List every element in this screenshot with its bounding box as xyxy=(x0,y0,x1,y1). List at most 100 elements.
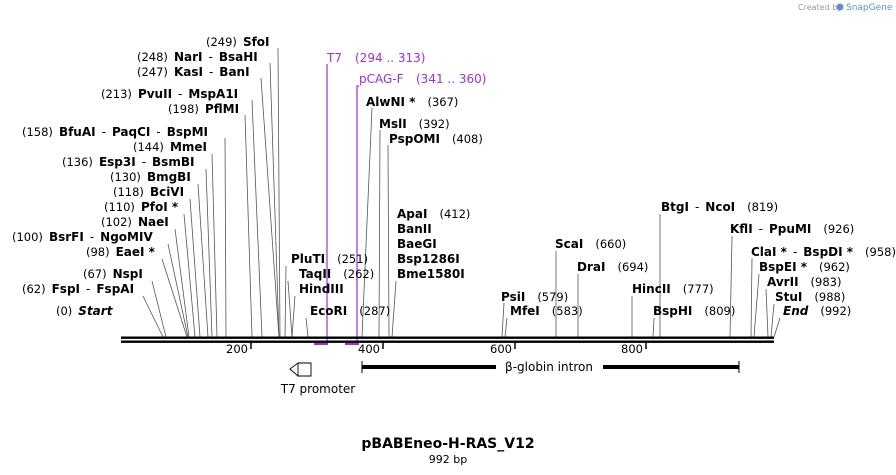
cut-position: (367) xyxy=(427,95,458,109)
snapgene-credit[interactable]: Created by SnapGene xyxy=(798,3,893,13)
enzyme-label-pvuii[interactable]: (213) PvuII - MspA1I xyxy=(101,87,238,101)
feature-intron-label: β-globin intron xyxy=(505,360,593,374)
cut-position: (962) xyxy=(819,260,850,274)
cut-position: (958) xyxy=(865,245,896,259)
enzyme-label-psii[interactable]: PsiI (579) xyxy=(501,290,568,304)
enzyme-label-hincii[interactable]: HincII (777) xyxy=(632,282,714,296)
enzyme-label-start[interactable]: (0) Start xyxy=(56,304,114,318)
enzyme-label-ecori[interactable]: EcoRI (287) xyxy=(310,304,390,318)
cut-position: (110) xyxy=(104,200,135,214)
enzyme-label-mmei[interactable]: (144) MmeI xyxy=(133,140,207,154)
enzyme-label-pspomi[interactable]: PspOMI (408) xyxy=(389,132,483,146)
enzyme-name: ClaI * xyxy=(751,245,788,259)
enzyme-name: BspEI * xyxy=(759,260,808,274)
enzyme-label-banii[interactable]: BanII xyxy=(397,222,432,236)
leader-eaei xyxy=(161,258,188,338)
leader-hindiii xyxy=(291,295,296,338)
enzyme-label-bsrfi[interactable]: (100) BsrFI - NgoMIV xyxy=(12,230,153,244)
leader-kasi xyxy=(260,77,280,338)
enzyme-label-mfei[interactable]: MfeI (583) xyxy=(510,304,583,318)
enzyme-label-drai[interactable]: DraI (694) xyxy=(577,260,648,274)
enzyme-label-apai[interactable]: ApaI (412) xyxy=(397,207,470,221)
enzyme-label-baegi[interactable]: BaeGI xyxy=(397,237,437,251)
enzyme-label-bspei[interactable]: BspEI * (962) xyxy=(759,260,850,274)
enzyme-label-alwni[interactable]: AlwNI * (367) xyxy=(366,95,458,109)
enzyme-label-naei[interactable]: (102) NaeI xyxy=(101,215,169,229)
leader-pspomi xyxy=(387,144,390,338)
ruler-label-800: 800 xyxy=(621,342,643,356)
cut-position: (118) xyxy=(113,185,144,199)
enzyme-name: AlwNI * xyxy=(366,95,416,109)
cut-position: (67) xyxy=(83,267,107,281)
leader-psii xyxy=(501,302,505,338)
enzyme-name: PvuII xyxy=(138,87,172,101)
enzyme-name: MmeI xyxy=(170,140,207,154)
enzyme-name: BanI xyxy=(219,65,249,79)
enzyme-label-esp3i[interactable]: (136) Esp3I - BsmBI xyxy=(62,155,194,169)
enzyme-label-scai[interactable]: ScaI (660) xyxy=(555,237,626,251)
enzyme-label-bme1580i[interactable]: Bme1580I xyxy=(397,267,465,281)
leader-bfuai xyxy=(224,137,227,338)
enzyme-label-end[interactable]: End (992) xyxy=(783,304,851,318)
leader-ecori xyxy=(305,317,309,338)
name-separator: - xyxy=(90,230,94,244)
enzyme-label-bcivi[interactable]: (118) BciVI xyxy=(113,185,184,199)
enzyme-name: NgoMIV xyxy=(100,230,153,244)
enzyme-label-hindiii[interactable]: HindIII xyxy=(299,282,344,296)
enzyme-label-bsphi[interactable]: BspHI (809) xyxy=(653,304,735,318)
cut-position: (583) xyxy=(552,304,583,318)
primer-pcag-f[interactable]: pCAG-F (341 .. 360) xyxy=(345,72,486,345)
enzyme-label-clai[interactable]: ClaI * - BspDI * (958) xyxy=(751,245,896,259)
primer-pcag-f-name: pCAG-F xyxy=(359,72,404,86)
enzyme-label-sfoi[interactable]: (249) SfoI xyxy=(206,35,270,49)
enzyme-label-btgi[interactable]: BtgI - NcoI (819) xyxy=(661,200,778,214)
leader-mmei xyxy=(211,153,218,338)
leader-alwni xyxy=(361,107,373,338)
enzyme-label-pflmi[interactable]: (198) PflMI xyxy=(168,102,239,116)
enzyme-label-nspi[interactable]: (67) NspI xyxy=(83,267,143,281)
enzyme-label-bmgbi[interactable]: (130) BmgBI xyxy=(110,170,191,184)
enzyme-name: NspI xyxy=(113,267,143,281)
name-separator: - xyxy=(208,50,212,64)
enzyme-name: PflMI xyxy=(205,102,239,116)
enzyme-labels: (249) SfoI(248) NarI - BsaHI(247) KasI - BanI (2… xyxy=(12,35,896,318)
leader-msli xyxy=(378,129,381,338)
enzyme-label-msli[interactable]: MslI (392) xyxy=(379,117,450,131)
enzyme-name: Bsp1286I xyxy=(397,252,460,266)
leader-sfoi xyxy=(277,47,281,338)
name-separator: - xyxy=(209,65,213,79)
enzyme-label-bsp1286i[interactable]: Bsp1286I xyxy=(397,252,460,266)
enzyme-name: BspHI xyxy=(653,304,692,318)
enzyme-name: Esp3I xyxy=(99,155,136,169)
enzyme-label-fspi[interactable]: (62) FspI - FspAI xyxy=(22,282,134,296)
enzyme-label-kfli[interactable]: KflI - PpuMI (926) xyxy=(730,222,854,236)
enzyme-name: PspOMI xyxy=(389,132,440,146)
enzyme-name: Bme1580I xyxy=(397,267,465,281)
enzyme-label-stui[interactable]: StuI (988) xyxy=(775,290,845,304)
enzyme-label-taqii[interactable]: TaqII (262) xyxy=(299,267,374,281)
leader-bsrfi xyxy=(167,243,189,338)
enzyme-label-pluti[interactable]: PluTI (251) xyxy=(291,252,368,266)
primer-t7[interactable]: T7 (294 .. 313) xyxy=(314,51,425,345)
feature-beta-globin-intron[interactable]: β-globin intron xyxy=(361,360,740,374)
enzyme-label-eaei[interactable]: (98) EaeI * xyxy=(86,245,156,259)
credit-text: Created by xyxy=(798,3,842,12)
cut-position: (777) xyxy=(683,282,714,296)
enzyme-name: BtgI xyxy=(661,200,689,214)
snapgene-logo-icon xyxy=(836,3,844,11)
cut-position: (144) xyxy=(133,140,164,154)
enzyme-name: NaeI xyxy=(138,215,169,229)
enzyme-label-nari[interactable]: (248) NarI - BsaHI xyxy=(137,50,258,64)
feature-t7-promoter[interactable]: T7 promoter xyxy=(280,362,356,396)
enzyme-name: BsaHI xyxy=(219,50,258,64)
enzyme-label-avrii[interactable]: AvrII (983) xyxy=(767,275,841,289)
enzyme-name: FspI xyxy=(52,282,80,296)
cut-position: (130) xyxy=(110,170,141,184)
enzyme-label-pfoi[interactable]: (110) PfoI * xyxy=(104,200,179,214)
cut-position: (660) xyxy=(595,237,626,251)
enzyme-label-bfuai[interactable]: (158) BfuAI - PaqCI - BspMI xyxy=(22,125,208,139)
enzyme-name: TaqII xyxy=(299,267,331,281)
leader-pluti xyxy=(284,265,287,338)
cut-position: (983) xyxy=(811,275,842,289)
enzyme-label-kasi[interactable]: (247) KasI - BanI xyxy=(137,65,250,79)
